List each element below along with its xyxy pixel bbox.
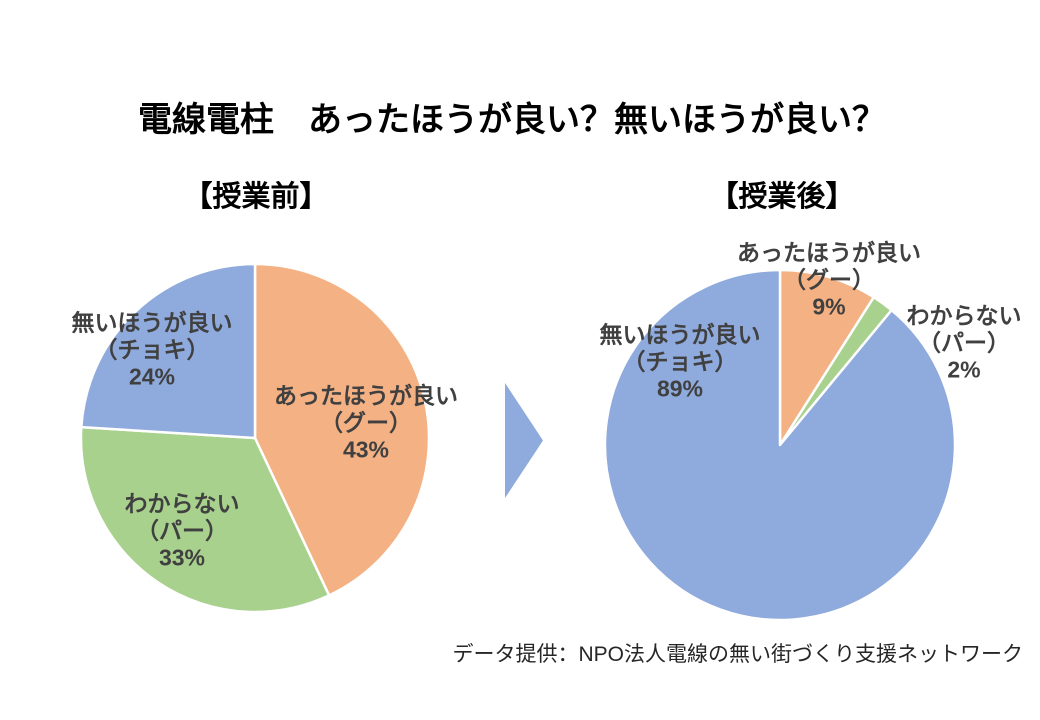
pie-label-value: 9% — [812, 293, 846, 320]
pie-label-line: （パー） — [136, 517, 228, 544]
pie-label-value: 89% — [656, 375, 704, 402]
pie-chart-after-class — [603, 268, 957, 622]
pie-label-before-none-better-choki: 無いほうが良い （チョキ） 24% — [72, 310, 233, 391]
chart-heading-after-class: 【授業後】 — [709, 181, 855, 213]
pie-label-line: （グー） — [320, 409, 412, 436]
pie-slice-1-2 — [603, 268, 957, 622]
pie-label-after-none-better-choki: 無いほうが良い （チョキ） 89% — [600, 322, 761, 403]
pie-label-value: 24% — [128, 363, 176, 390]
pie-label-line: あったほうが良い — [737, 239, 921, 266]
chart-heading-before-class: 【授業前】 — [183, 181, 329, 213]
pie-label-line: （グー） — [783, 266, 875, 293]
pie-label-after-had-better-guu: あったほうが良い （グー） 9% — [737, 240, 921, 321]
right-arrow-icon — [505, 383, 543, 498]
pie-label-line: 無いほうが良い — [71, 309, 233, 336]
pie-slice-1-0 — [778, 268, 876, 447]
pie-slice-0-0 — [253, 262, 431, 597]
pie-label-value: 43% — [342, 436, 390, 463]
pie-label-line: （チョキ） — [622, 348, 738, 375]
pie-label-line: わからない — [124, 490, 240, 517]
pie-label-value: 33% — [158, 544, 206, 571]
pie-label-line: （チョキ） — [94, 336, 210, 363]
pie-label-before-unsure-paa: わからない （パー） 33% — [125, 491, 240, 572]
pie-label-value: 2% — [947, 356, 981, 383]
pie-label-line: あったほうが良い — [274, 382, 458, 409]
pie-label-line: 無いほうが良い — [599, 321, 761, 348]
page-title: 電線電柱 あったほうが良い？無いほうが良い？ — [138, 101, 886, 139]
pie-chart-before-class — [79, 262, 431, 614]
data-source-credit: データ提供：NPO法人電線の無い街づくり支援ネットワーク — [452, 643, 1023, 666]
pie-label-after-unsure-paa: わからない （パー） 2% — [907, 303, 1022, 384]
pie-label-line: （パー） — [918, 329, 1010, 356]
pie-label-before-had-better-guu: あったほうが良い （グー） 43% — [274, 383, 458, 464]
pie-slice-0-1 — [79, 425, 331, 614]
pie-slice-0-2 — [80, 262, 257, 440]
pie-label-line: わからない — [906, 302, 1022, 329]
